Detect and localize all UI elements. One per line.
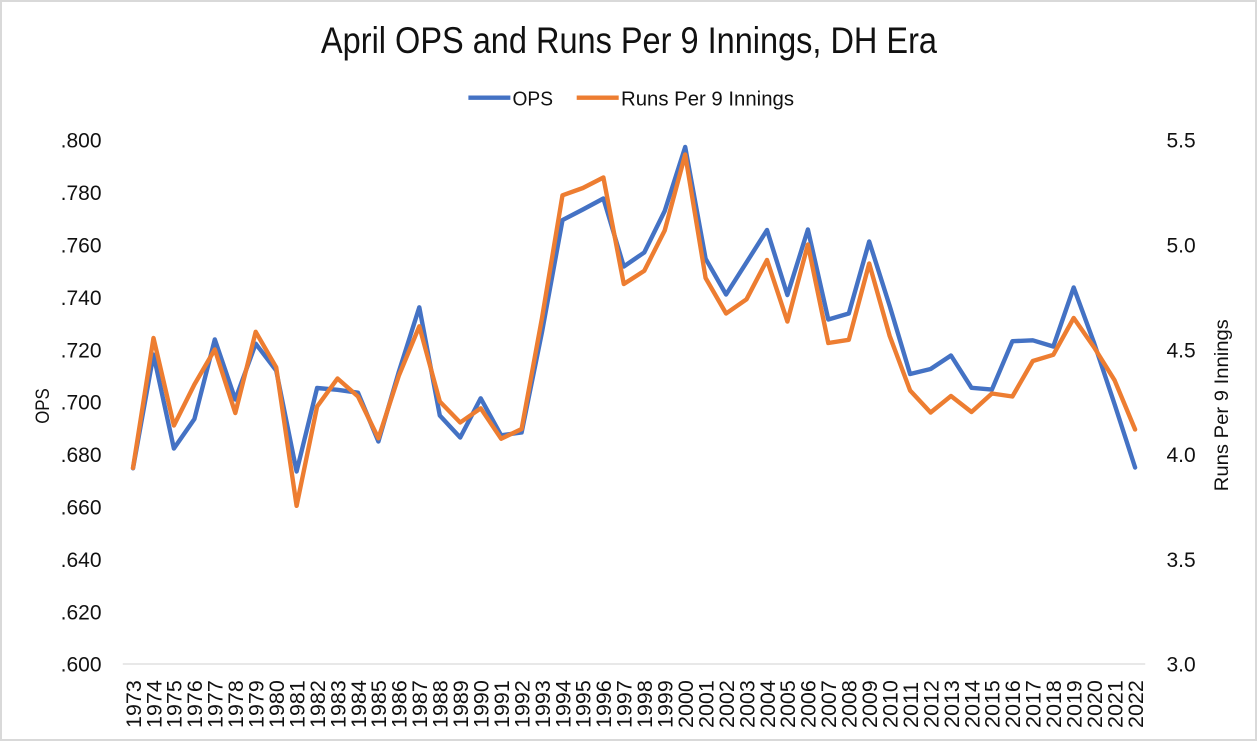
svg-text:.780: .780: [61, 182, 102, 205]
svg-text:.600: .600: [61, 654, 102, 677]
svg-text:1987: 1987: [408, 680, 432, 728]
svg-text:1980: 1980: [265, 680, 289, 728]
svg-text:1985: 1985: [367, 680, 391, 728]
svg-text:2007: 2007: [817, 680, 841, 728]
svg-text:1993: 1993: [531, 680, 555, 728]
svg-text:2015: 2015: [981, 680, 1005, 728]
svg-text:2012: 2012: [919, 680, 943, 728]
svg-text:.760: .760: [61, 234, 102, 257]
svg-text:2010: 2010: [879, 680, 903, 728]
svg-text:1984: 1984: [347, 680, 371, 728]
svg-text:1998: 1998: [633, 680, 657, 728]
svg-text:2022: 2022: [1124, 680, 1148, 728]
svg-text:1991: 1991: [490, 680, 514, 728]
svg-text:1974: 1974: [142, 680, 166, 728]
svg-text:1995: 1995: [572, 680, 596, 728]
svg-text:1986: 1986: [388, 680, 412, 728]
svg-text:2018: 2018: [1042, 680, 1066, 728]
svg-text:.660: .660: [61, 496, 102, 519]
svg-text:2019: 2019: [1063, 680, 1087, 728]
svg-text:.640: .640: [61, 549, 102, 572]
svg-text:1988: 1988: [429, 680, 453, 728]
svg-text:2011: 2011: [899, 682, 923, 728]
svg-text:.740: .740: [61, 287, 102, 310]
svg-text:1999: 1999: [654, 680, 678, 728]
svg-text:1990: 1990: [470, 680, 494, 728]
svg-text:3.0: 3.0: [1167, 654, 1196, 677]
svg-text:3.5: 3.5: [1167, 549, 1196, 572]
svg-text:1992: 1992: [510, 680, 534, 728]
svg-text:2002: 2002: [715, 680, 739, 728]
svg-text:Runs Per 9 Innings: Runs Per 9 Innings: [1212, 319, 1233, 491]
svg-text:2016: 2016: [1001, 680, 1025, 728]
svg-text:2020: 2020: [1083, 680, 1107, 728]
svg-text:2003: 2003: [735, 680, 759, 728]
svg-text:1976: 1976: [183, 680, 207, 728]
svg-text:1996: 1996: [592, 680, 616, 728]
svg-text:2014: 2014: [960, 680, 984, 728]
svg-text:2005: 2005: [776, 680, 800, 728]
svg-text:OPS: OPS: [33, 388, 54, 424]
svg-text:4.0: 4.0: [1167, 444, 1196, 467]
svg-text:2006: 2006: [797, 680, 821, 728]
svg-text:1983: 1983: [326, 680, 350, 728]
svg-text:2013: 2013: [940, 680, 964, 728]
svg-text:.720: .720: [61, 339, 102, 362]
svg-text:2000: 2000: [674, 680, 698, 728]
svg-text:2004: 2004: [756, 680, 780, 728]
svg-text:OPS: OPS: [513, 88, 554, 110]
svg-text:1997: 1997: [613, 680, 637, 728]
svg-text:1982: 1982: [306, 680, 330, 728]
svg-text:4.5: 4.5: [1167, 339, 1196, 362]
svg-text:1977: 1977: [204, 680, 228, 728]
svg-text:1979: 1979: [245, 680, 269, 728]
svg-text:1973: 1973: [122, 680, 146, 728]
svg-text:2009: 2009: [858, 680, 882, 728]
svg-text:.620: .620: [61, 601, 102, 624]
svg-text:2017: 2017: [1022, 680, 1046, 728]
svg-text:1994: 1994: [551, 680, 575, 728]
svg-text:2008: 2008: [838, 680, 862, 728]
svg-text:.700: .700: [61, 392, 102, 415]
svg-text:2021: 2021: [1103, 680, 1127, 728]
svg-text:2001: 2001: [694, 680, 718, 728]
svg-text:1989: 1989: [449, 680, 473, 728]
svg-text:5.5: 5.5: [1167, 130, 1196, 153]
svg-text:April OPS and Runs Per 9 Innin: April OPS and Runs Per 9 Innings, DH Era: [321, 20, 937, 61]
svg-text:.800: .800: [61, 130, 102, 153]
svg-text:.680: .680: [61, 444, 102, 467]
svg-text:Runs Per 9 Innings: Runs Per 9 Innings: [621, 88, 794, 110]
svg-text:1981: 1981: [285, 680, 309, 728]
svg-text:1975: 1975: [163, 680, 187, 728]
svg-text:1978: 1978: [224, 680, 248, 728]
svg-text:5.0: 5.0: [1167, 234, 1196, 257]
